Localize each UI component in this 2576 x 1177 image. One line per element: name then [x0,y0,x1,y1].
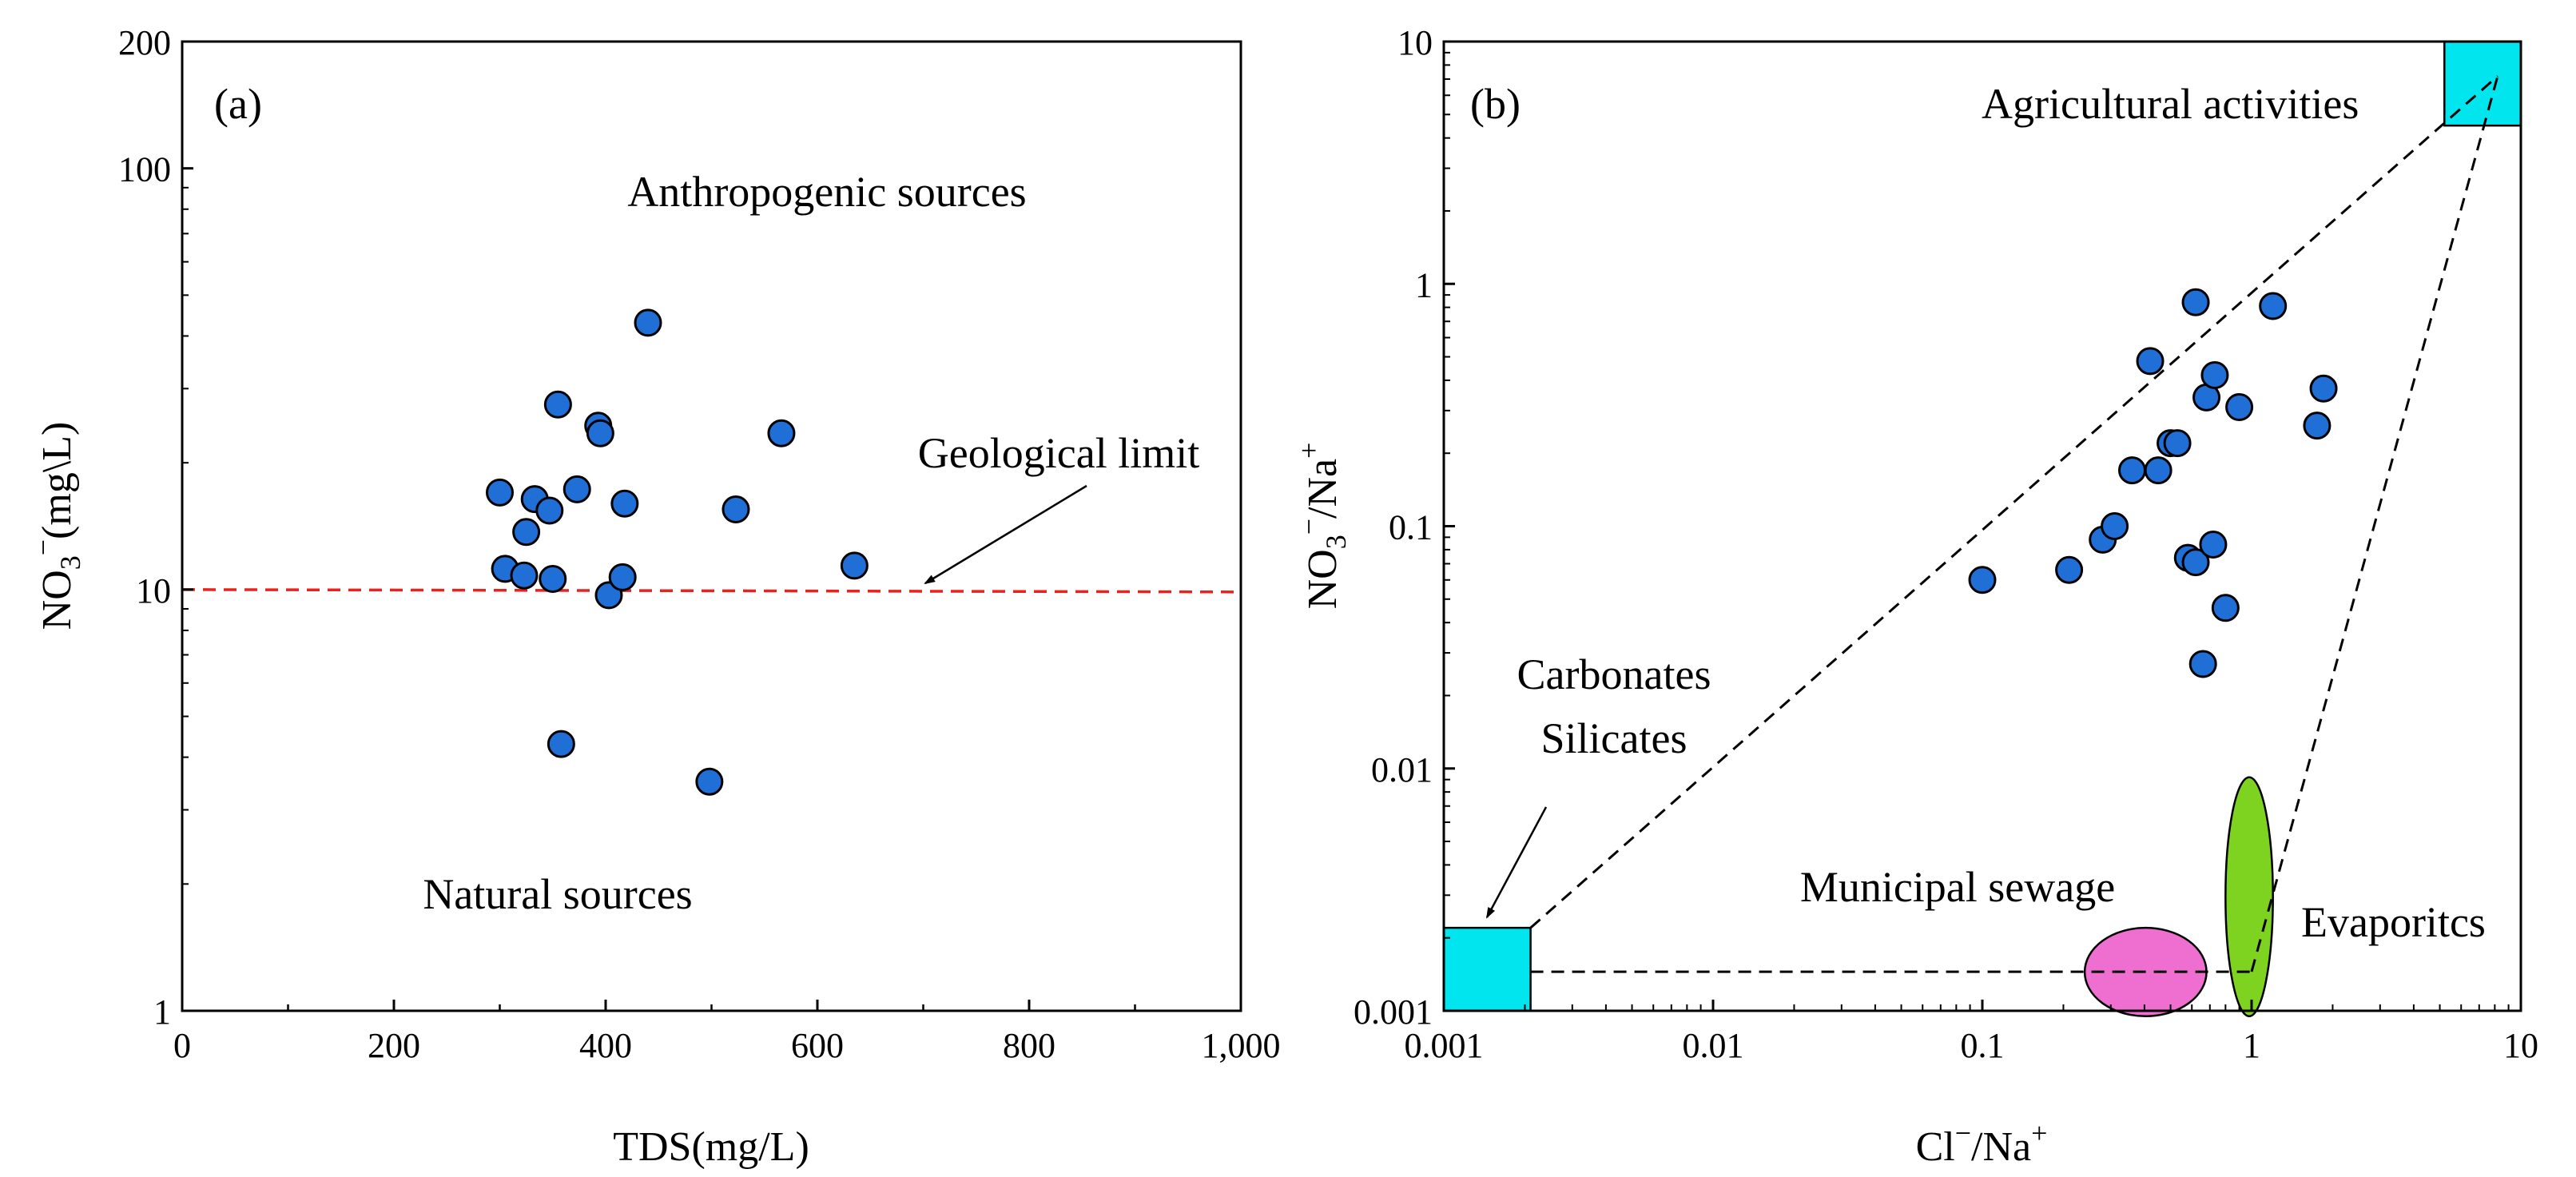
mixing-line [1529,75,2498,929]
ylabel-rest: (mg\L) [34,422,80,539]
data-point [547,730,575,758]
label-municipal: Municipal sewage [1800,863,2115,911]
annotation-natural: Natural sources [423,870,692,918]
label-evaporites: Evaporitcs [2301,898,2486,946]
label-silicates: Silicates [1541,714,1688,762]
data-point [2200,360,2229,389]
panel-a-reference [181,484,1242,594]
carbonates-arrow [1485,806,1548,919]
y-tick-label: 100 [118,150,171,189]
panel-b-points [1968,288,2338,678]
y-tick-label: 0.01 [1371,750,1433,789]
data-point [563,475,591,503]
label-agricultural: Agricultural activities [1982,80,2359,128]
data-point [2259,292,2288,320]
xlabel-main: Cl [1916,1124,1955,1170]
x-tick-label: 600 [791,1026,844,1065]
data-point [2188,650,2217,678]
ylabel-sup: − [1293,519,1325,535]
x-tick-label: 0.1 [1961,1026,2005,1065]
x-tick-label: 10 [2503,1026,2538,1065]
panel-a-x-axis-label: TDS(mg/L) [613,1124,809,1170]
data-point [2136,347,2165,376]
panel-b-y-axis-label: NO3−/Na+ [1293,443,1352,610]
data-point [767,419,796,447]
ylabel-sub: 3 [1320,535,1352,549]
data-point [2163,429,2192,458]
y-tick-label: 0.001 [1354,992,1433,1032]
mixing-line [2250,75,2499,972]
data-point [2117,456,2146,485]
data-point [1968,566,1997,594]
ylabel-main: NO [1300,549,1346,609]
geological-limit-label: Geological limit [918,429,1199,477]
data-point [840,551,869,580]
data-point [486,478,514,507]
y-tick-label: 1 [1415,265,1433,304]
ylabel-main: NO [34,570,80,630]
data-point [722,495,750,524]
x-tick-label: 800 [1003,1026,1055,1065]
label-carbonates: Carbonates [1517,650,1711,698]
panel-a-y-axis-label: NO3−(mg\L) [27,422,86,630]
carbonates-silicates-box [1442,926,1532,1012]
panel-b-x-axis-label: Cl−/Na+ [1916,1117,2048,1170]
geological-limit-line [181,588,1242,594]
panel-b: 0.001 0.01 0.1 1 10 0.001 0.01 0.1 1 10 (b) Agric… [1293,23,2538,1170]
data-point [634,308,662,337]
panel-a-axes: 0 200 400 600 800 1,000 1 10 100 200 [118,23,1281,1065]
y-tick-label: 200 [118,23,171,62]
geological-limit-arrow [924,484,1087,585]
x-tick-label: 1 [2243,1026,2260,1065]
annotation-anthropogenic: Anthropogenic sources [627,168,1026,216]
data-point [2211,594,2240,622]
data-point [695,767,724,796]
data-point [2309,374,2338,403]
data-point [543,390,572,419]
data-point [586,419,614,447]
data-point [2225,392,2254,421]
xlabel-sup: − [1955,1117,1971,1149]
data-point [539,565,567,594]
data-point [2181,288,2210,316]
data-point [2181,548,2210,577]
panel-b-mixing-lines [1485,75,2499,973]
panel-a: 0 200 400 600 800 1,000 1 10 100 200 (a) Anthropo… [27,23,1281,1170]
ylabel-sup2: + [1293,443,1325,459]
ylabel-sup: − [27,539,59,555]
y-tick-label: 0.1 [1389,508,1433,547]
panel-a-points [486,308,869,796]
xlabel-sup2: + [2031,1117,2047,1149]
data-point [2303,412,2332,440]
data-point [2144,456,2173,485]
data-point [2199,530,2228,559]
data-point [510,561,539,590]
data-point [610,489,639,518]
evaporites-ellipse [2224,776,2274,1018]
ylabel-sub: 3 [54,555,86,570]
x-tick-label: 0.01 [1683,1026,1744,1065]
x-tick-label: 0.001 [1405,1026,1484,1065]
ylabel-rest: /Na [1300,459,1346,519]
panel-b-label: (b) [1470,80,1521,128]
xlabel-rest: /Na [1971,1124,2031,1170]
data-point [535,496,564,525]
x-tick-label: 0 [173,1026,191,1065]
y-tick-label: 10 [136,571,171,610]
x-tick-label: 1,000 [1202,1026,1281,1065]
data-point [2101,512,2129,540]
x-tick-label: 200 [368,1026,420,1065]
data-point [608,563,637,591]
data-point [512,518,541,547]
y-tick-label: 1 [153,992,171,1032]
panel-b-axes: 0.001 0.01 0.1 1 10 0.001 0.01 0.1 1 10 [1354,23,2538,1065]
data-point [2055,555,2084,584]
panel-a-label: (a) [214,80,262,128]
x-tick-label: 400 [579,1026,632,1065]
y-tick-label: 10 [1397,23,1433,62]
